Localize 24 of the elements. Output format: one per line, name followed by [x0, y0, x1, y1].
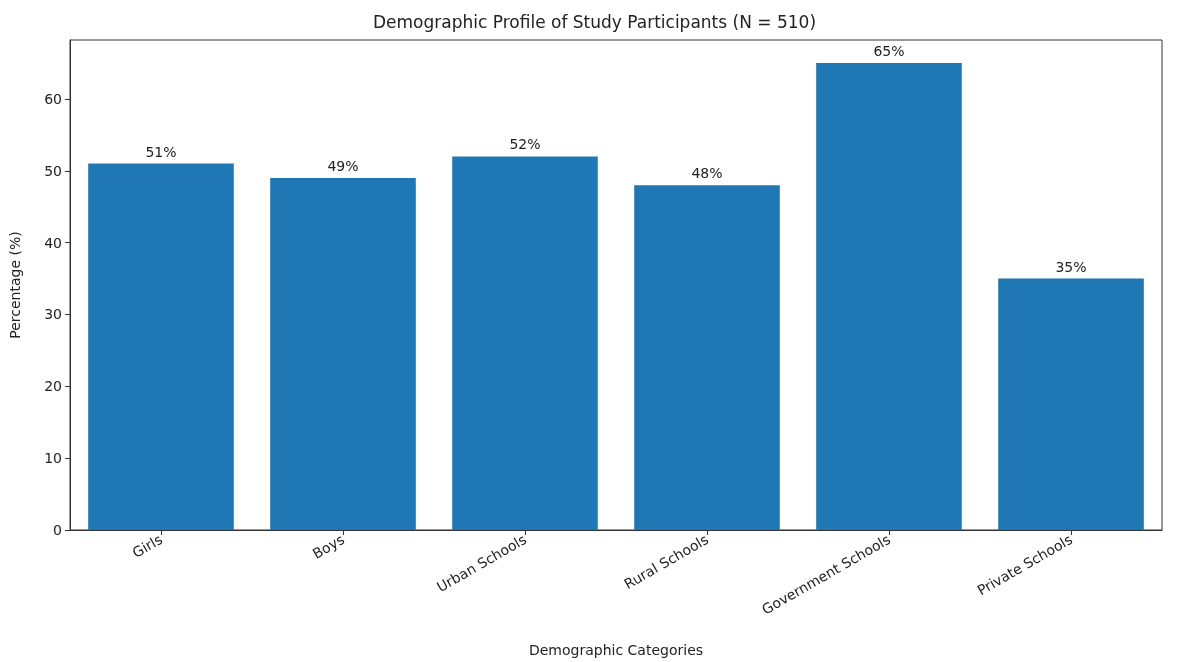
data-label: 51% [145, 143, 177, 160]
x-tick-label: Girls [129, 531, 165, 561]
bar [634, 185, 780, 530]
y-tick-label: 50 [44, 162, 62, 179]
y-tick-label: 10 [44, 450, 62, 467]
data-label: 48% [691, 165, 723, 182]
y-axis-title: Percentage (%) [7, 231, 23, 339]
y-tick-label: 20 [44, 378, 62, 395]
data-label: 49% [327, 157, 359, 174]
data-label: 65% [873, 42, 905, 59]
y-tick-label: 60 [44, 90, 62, 107]
x-axis-title: Demographic Categories [528, 642, 704, 658]
y-tick-label: 30 [44, 306, 62, 323]
data-label: 35% [1055, 258, 1087, 275]
bar [816, 62, 962, 530]
bar [452, 156, 598, 530]
bar [998, 278, 1144, 530]
chart-title: Demographic Profile of Study Participants (N = 510) [372, 11, 817, 32]
data-label: 52% [509, 136, 541, 153]
x-tick-label: Boys [309, 531, 347, 562]
bar [88, 163, 234, 530]
y-tick-label: 40 [44, 234, 62, 251]
y-tick-label: 0 [53, 522, 62, 538]
bar [270, 177, 416, 530]
